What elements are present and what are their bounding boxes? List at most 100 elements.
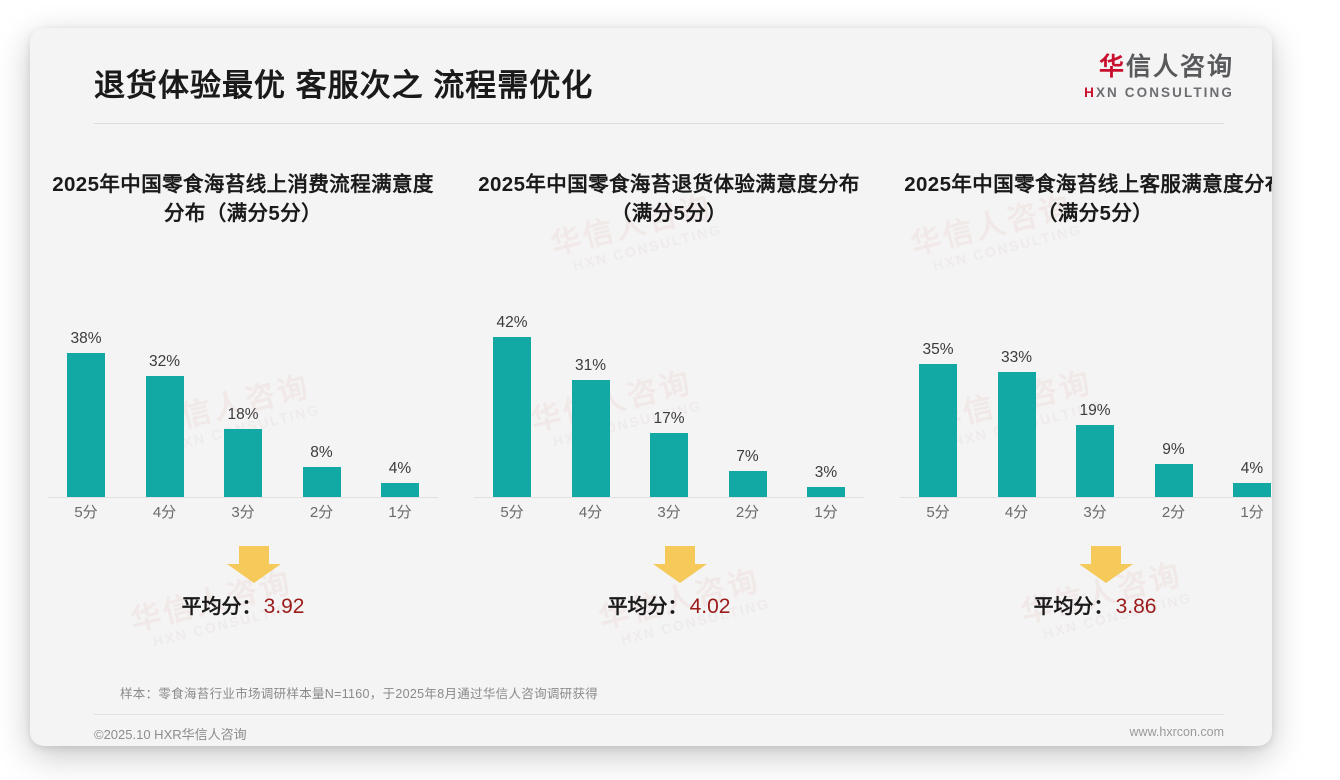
chart-title: 2025年中国零食海苔线上客服满意度分布（满分5分）: [904, 173, 1272, 226]
bar[interactable]: [728, 471, 767, 498]
page-title: 退货体验最优 客服次之 流程需优化: [94, 68, 594, 103]
down-arrow-icon: [653, 546, 707, 583]
down-arrow-icon: [227, 546, 281, 583]
x-tick-label: 3分: [657, 504, 681, 521]
x-axis-line: [474, 497, 864, 498]
bar[interactable]: [571, 379, 610, 498]
x-tick-label: 5分: [500, 504, 524, 521]
arrow-container: [474, 544, 864, 584]
bar[interactable]: [67, 352, 105, 498]
bar-value-label: 4%: [388, 459, 412, 477]
x-tick-label: 4分: [1004, 504, 1029, 521]
bar-item[interactable]: 31%: [559, 296, 623, 498]
x-axis-line: [48, 497, 438, 498]
chart-title: 2025年中国零食海苔退货体验满意度分布（满分5分）: [478, 173, 860, 226]
bar-value-label: 3%: [814, 463, 838, 481]
bars-container: 35% 33% 19% 9%: [900, 296, 1272, 498]
down-arrow-icon: [1079, 546, 1133, 583]
average-value: 3.92: [263, 595, 305, 618]
bar[interactable]: [224, 429, 262, 498]
x-tick-label: 5分: [74, 504, 98, 521]
bar-value-label: 32%: [148, 352, 181, 370]
bar[interactable]: [919, 364, 957, 498]
arrow-container: [48, 544, 438, 584]
bar[interactable]: [807, 486, 845, 498]
bar-value-label: 8%: [310, 444, 333, 462]
bar-value-label: 38%: [70, 329, 102, 347]
bar-item[interactable]: 35%: [906, 296, 970, 498]
bar-item[interactable]: 32%: [133, 296, 197, 498]
brand-logo: 华信人咨询 HXN CONSULTING: [1084, 53, 1234, 100]
bar[interactable]: [145, 375, 184, 498]
bar[interactable]: [302, 467, 341, 498]
x-tick-label: 2分: [1161, 504, 1186, 521]
chart-panel-process: 2025年中国零食海苔线上消费流程满意度分布（满分5分） 38% 32% 18%: [30, 146, 456, 666]
chart-title: 2025年中国零食海苔线上消费流程满意度分布（满分5分）: [52, 173, 434, 226]
bar-item[interactable]: 19%: [1063, 296, 1127, 498]
bar-item[interactable]: 7%: [716, 296, 780, 498]
bar[interactable]: [1154, 463, 1193, 498]
average-score: 平均分：4.02: [474, 590, 864, 619]
slide-footer: ©2025.10 HXR华信人咨询 www.hxrcon.com: [30, 720, 1272, 746]
bar-item[interactable]: 9%: [1142, 296, 1206, 498]
chart-panel-return: 2025年中国零食海苔退货体验满意度分布（满分5分） 42% 31% 17%: [456, 146, 882, 666]
bar-value-label: 35%: [922, 341, 954, 359]
bar[interactable]: [493, 337, 531, 498]
bar-chart: 35% 33% 19% 9%: [900, 296, 1272, 526]
average-value: 4.02: [689, 595, 731, 618]
bar-item[interactable]: 33%: [985, 296, 1049, 498]
bar-item[interactable]: 18%: [211, 296, 275, 498]
x-tick-label: 4分: [578, 504, 603, 521]
bar-value-label: 4%: [1240, 459, 1264, 477]
x-tick-label: 5分: [926, 504, 950, 521]
logo-english-accent: H: [1084, 84, 1096, 100]
bar[interactable]: [381, 482, 419, 498]
bar[interactable]: [1233, 482, 1271, 498]
website-url[interactable]: www.hxrcon.com: [1129, 725, 1224, 739]
bar-chart: 42% 31% 17% 7%: [474, 296, 864, 526]
bar-item[interactable]: 8%: [290, 296, 354, 498]
bar-value-label: 42%: [496, 314, 528, 332]
bar-value-label: 31%: [574, 356, 607, 374]
bar[interactable]: [1076, 425, 1114, 498]
average-score: 平均分：3.92: [48, 590, 438, 619]
bar-item[interactable]: 38%: [54, 296, 118, 498]
average-value: 3.86: [1115, 595, 1157, 618]
source-footnote: 样本：零食海苔行业市场调研样本量N=1160，于2025年8月通过华信人咨询调研…: [120, 687, 599, 701]
bar[interactable]: [997, 371, 1036, 498]
logo-chinese: 华信人咨询: [1084, 53, 1234, 82]
x-tick-label: 2分: [309, 504, 334, 521]
average-label: 平均分：: [181, 596, 262, 618]
bar-value-label: 9%: [1162, 440, 1185, 458]
slide-header: 退货体验最优 客服次之 流程需优化 华信人咨询 HXN CONSULTING: [30, 28, 1272, 124]
bar-item[interactable]: 42%: [480, 296, 544, 498]
bars-container: 38% 32% 18% 8%: [48, 296, 438, 498]
bar-value-label: 19%: [1079, 402, 1111, 420]
copyright-text: ©2025.10 HXR华信人咨询: [94, 727, 247, 742]
x-tick-label: 3分: [1083, 504, 1107, 521]
bar-value-label: 7%: [736, 448, 759, 466]
bars-container: 42% 31% 17% 7%: [474, 296, 864, 498]
logo-english-rest: XN CONSULTING: [1095, 84, 1234, 100]
charts-row: 2025年中国零食海苔线上消费流程满意度分布（满分5分） 38% 32% 18%: [30, 146, 1272, 666]
logo-chinese-rest: 信人咨询: [1125, 53, 1234, 81]
average-score: 平均分：3.86: [900, 590, 1272, 619]
x-axis-line: [900, 497, 1272, 498]
x-axis-labels: 5分 4分 3分 2分 1分: [48, 500, 438, 526]
header-divider: [94, 123, 1224, 124]
x-tick-label: 1分: [1240, 504, 1264, 521]
bar-item[interactable]: 4%: [368, 296, 432, 498]
x-tick-label: 1分: [814, 504, 838, 521]
bar-item[interactable]: 4%: [1220, 296, 1272, 498]
average-label: 平均分：: [1033, 596, 1114, 618]
x-tick-label: 3分: [231, 504, 255, 521]
chart-panel-service: 2025年中国零食海苔线上客服满意度分布（满分5分） 35% 33% 19%: [882, 146, 1272, 666]
bar-chart: 38% 32% 18% 8%: [48, 296, 438, 526]
logo-chinese-accent: 华: [1098, 53, 1126, 81]
bar[interactable]: [650, 433, 688, 498]
x-tick-label: 4分: [152, 504, 177, 521]
bar-value-label: 33%: [1000, 348, 1033, 366]
bar-item[interactable]: 17%: [637, 296, 701, 498]
bar-item[interactable]: 3%: [794, 296, 858, 498]
x-tick-label: 1分: [388, 504, 412, 521]
